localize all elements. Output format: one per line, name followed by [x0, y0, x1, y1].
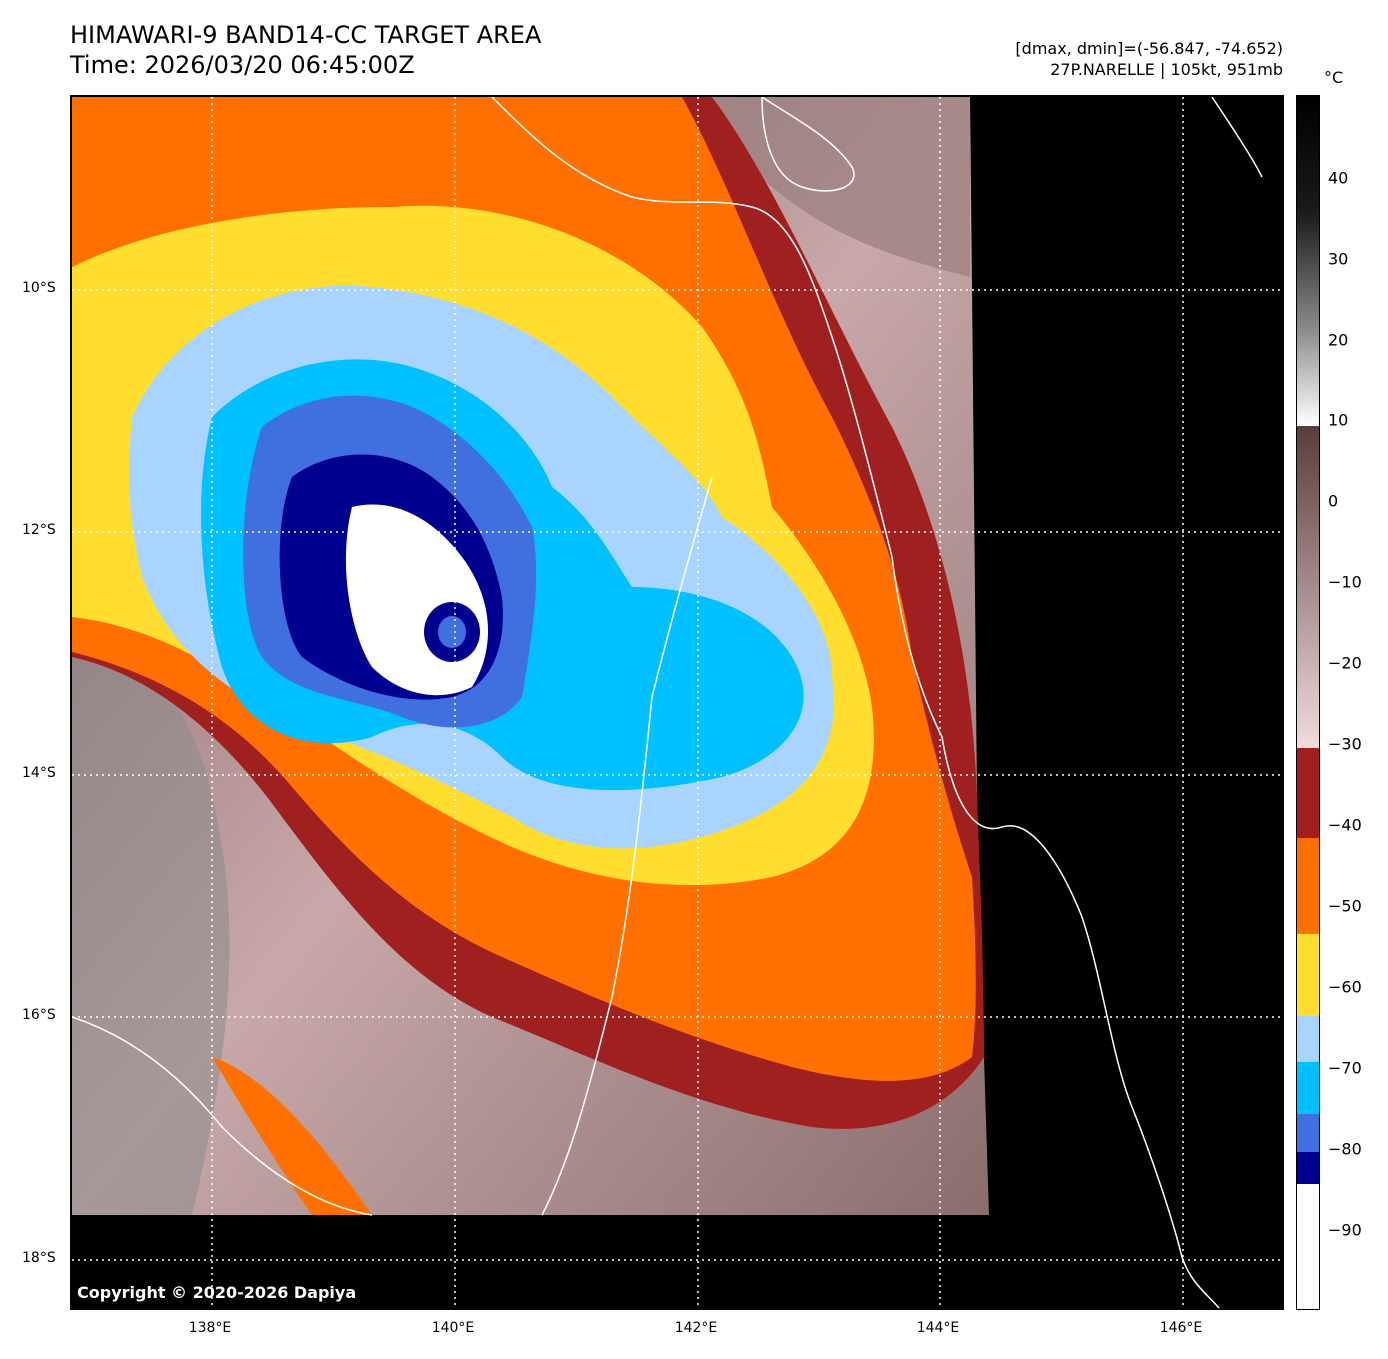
- satellite-map: Copyright © 2020-2026 Dapiya: [70, 95, 1284, 1310]
- warm-region-northeast: [692, 97, 970, 277]
- colorbar-tick: 30: [1328, 249, 1349, 269]
- colorbar-tick: −50: [1328, 896, 1362, 916]
- dmax-dmin-text: [dmax, dmin]=(-56.847, -74.652): [1015, 39, 1283, 58]
- colorbar-tick: 20: [1328, 330, 1349, 350]
- colorbar-tick: −40: [1328, 815, 1362, 835]
- coastline-east: [491, 97, 1220, 1308]
- map-canvas: [72, 97, 1282, 1308]
- chart-title: HIMAWARI-9 BAND14-CC TARGET AREA Time: 2…: [70, 20, 541, 80]
- lon-label-146e: 146°E: [1159, 1320, 1203, 1336]
- lat-label-10s: 10°S: [22, 280, 56, 296]
- colorbar-tick: −80: [1328, 1139, 1362, 1159]
- colorbar-ramp: [1297, 96, 1319, 1309]
- title-line-2: Time: 2026/03/20 06:45:00Z: [70, 51, 415, 79]
- coastline-far-northeast: [1211, 97, 1263, 178]
- colorbar-tick: 0: [1328, 491, 1339, 511]
- colorbar-tick: −30: [1328, 734, 1362, 754]
- eye: [438, 616, 466, 648]
- lon-label-144e: 144°E: [916, 1320, 960, 1336]
- coastline-northeast: [761, 97, 855, 192]
- storm-info-text: 27P.NARELLE | 105kt, 951mb: [1050, 60, 1283, 79]
- colorbar-tick: −10: [1328, 572, 1362, 592]
- storm-meta: [dmax, dmin]=(-56.847, -74.652) 27P.NARE…: [1015, 38, 1283, 80]
- grey-scale-region: [72, 653, 230, 1215]
- lon-label-142e: 142°E: [674, 1320, 718, 1336]
- copyright-text: Copyright © 2020-2026 Dapiya: [77, 1283, 357, 1302]
- lat-label-16s: 16°S: [22, 1007, 56, 1023]
- colorbar-unit: °C: [1324, 68, 1344, 87]
- lat-label-14s: 14°S: [22, 765, 56, 781]
- lat-label-18s: 18°S: [22, 1250, 56, 1266]
- lat-label-12s: 12°S: [22, 522, 56, 538]
- colorbar-tick: −60: [1328, 977, 1362, 997]
- colorbar-tick: −20: [1328, 653, 1362, 673]
- coastline-south: [72, 1016, 373, 1216]
- colorbar-tick: −90: [1328, 1220, 1362, 1240]
- colorbar-tick: −70: [1328, 1058, 1362, 1078]
- colorbar-tick: 40: [1328, 168, 1349, 188]
- lon-label-140e: 140°E: [431, 1320, 475, 1336]
- lon-label-138e: 138°E: [188, 1320, 232, 1336]
- colorbar: [1296, 95, 1320, 1310]
- colorbar-tick: 10: [1328, 410, 1349, 430]
- graticule: [72, 97, 1282, 1308]
- title-line-1: HIMAWARI-9 BAND14-CC TARGET AREA: [70, 21, 542, 49]
- coastline-gulf: [541, 476, 713, 1216]
- orange-strip-southwest: [212, 1057, 372, 1215]
